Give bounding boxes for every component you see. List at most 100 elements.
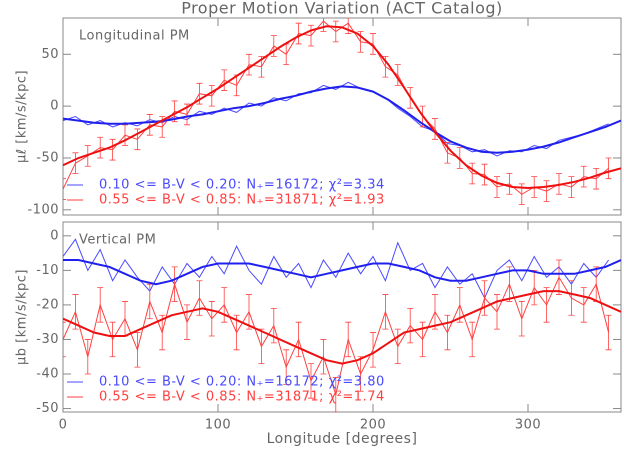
chart-title: Proper Motion Variation (ACT Catalog) xyxy=(181,0,503,18)
legend-label: 0.10 <= B-V < 0.20: N₊=16172; χ²=3.34 xyxy=(99,178,385,193)
plot-frame xyxy=(62,17,622,216)
error-bar xyxy=(320,339,327,375)
error-bar xyxy=(283,43,290,66)
plot-frame xyxy=(62,221,622,413)
error-bar xyxy=(208,84,215,107)
error-bar xyxy=(506,173,513,195)
error-bar xyxy=(580,287,587,323)
error-bar xyxy=(295,321,302,358)
error-bar xyxy=(568,280,575,316)
error-bar xyxy=(370,332,376,368)
error-bar xyxy=(84,339,91,375)
error-bar xyxy=(109,138,116,161)
error-bar xyxy=(481,163,488,186)
legend-label: 0.10 <= B-V < 0.20: N₊=16172; χ²=3.80 xyxy=(99,375,385,390)
error-bar xyxy=(345,321,352,358)
error-bar xyxy=(394,64,401,86)
error-bar xyxy=(97,136,104,159)
series-line xyxy=(63,20,609,195)
error-bar xyxy=(543,180,550,202)
error-bar xyxy=(469,321,476,358)
error-bar xyxy=(72,152,79,174)
y-tick-label: -10 xyxy=(36,263,59,278)
error-bar xyxy=(63,178,66,200)
error-bar xyxy=(432,294,438,330)
error-bar xyxy=(246,53,252,76)
y-tick-label: -50 xyxy=(36,401,59,416)
error-bar xyxy=(184,304,190,340)
error-bar xyxy=(506,266,513,302)
error-bar xyxy=(208,301,215,337)
error-bar xyxy=(171,266,178,302)
error-bar xyxy=(308,363,314,399)
error-bar xyxy=(159,314,166,351)
series-line xyxy=(63,85,621,154)
error-bar xyxy=(456,147,463,169)
error-bar xyxy=(134,332,141,368)
y-tick-label: -30 xyxy=(36,332,59,347)
error-bar xyxy=(407,307,414,344)
error-bar xyxy=(605,314,612,351)
error-bar xyxy=(593,266,600,302)
legend-label: 0.55 <= B-V < 0.85: N₊=31871; χ²=1.93 xyxy=(99,193,385,208)
error-bar xyxy=(605,157,612,180)
x-tick-label: 200 xyxy=(360,418,386,433)
error-bar xyxy=(568,176,575,198)
y-tick-label: -40 xyxy=(36,367,59,382)
error-bar xyxy=(518,301,525,337)
error-bar xyxy=(246,294,252,330)
error-bar xyxy=(122,301,128,337)
x-tick-label: 100 xyxy=(205,418,231,433)
error-bar xyxy=(308,24,314,47)
error-bar xyxy=(469,162,476,185)
error-bar xyxy=(357,356,364,392)
series-line xyxy=(63,259,621,286)
error-bar xyxy=(531,269,538,306)
y-tick-label: -100 xyxy=(27,202,59,217)
error-bar xyxy=(494,294,500,330)
series-group xyxy=(63,238,621,412)
series-line xyxy=(63,81,609,157)
error-bar xyxy=(270,35,277,57)
error-bar xyxy=(258,328,265,365)
y-axis-label: μℓ [km/s/kpc] xyxy=(15,70,30,163)
legend-label: 0.55 <= B-V < 0.85: N₊=31871; χ²=1.74 xyxy=(99,390,385,405)
y-tick-label: 50 xyxy=(41,47,59,62)
x-tick-label: 300 xyxy=(515,418,541,433)
x-axis-label: Longitude [degrees] xyxy=(267,431,418,447)
error-bar xyxy=(456,287,463,323)
series-line xyxy=(63,290,621,365)
error-bar xyxy=(580,165,587,188)
y-tick-label: -20 xyxy=(36,297,59,312)
error-bar xyxy=(63,321,66,358)
error-bar xyxy=(556,259,562,295)
error-bar xyxy=(221,287,228,323)
error-bar xyxy=(221,69,228,91)
error-bar xyxy=(109,321,116,358)
error-bar xyxy=(394,328,401,365)
series-line xyxy=(63,25,621,190)
panel-annotation: Longitudinal PM xyxy=(79,29,190,44)
error-bar xyxy=(370,33,376,55)
y-axis-label: μb [km/s/kpc] xyxy=(15,269,30,365)
error-bar xyxy=(283,349,290,385)
error-bar xyxy=(146,114,153,136)
y-tick-label: 0 xyxy=(50,228,59,243)
error-bar xyxy=(332,20,339,43)
error-bar xyxy=(494,176,500,198)
error-bar xyxy=(543,287,550,323)
error-bar xyxy=(97,287,104,323)
error-bar xyxy=(332,377,339,412)
error-bar xyxy=(444,314,451,351)
y-tick-label: -50 xyxy=(36,150,59,165)
error-bar xyxy=(382,294,389,330)
x-tick-label: 0 xyxy=(59,418,68,433)
error-bar xyxy=(432,118,438,140)
error-bar xyxy=(295,22,302,45)
series-line xyxy=(63,238,610,300)
series-group xyxy=(63,18,621,206)
panel-annotation: Vertical PM xyxy=(79,233,156,248)
error-bar xyxy=(481,280,488,316)
error-bar xyxy=(122,124,128,146)
